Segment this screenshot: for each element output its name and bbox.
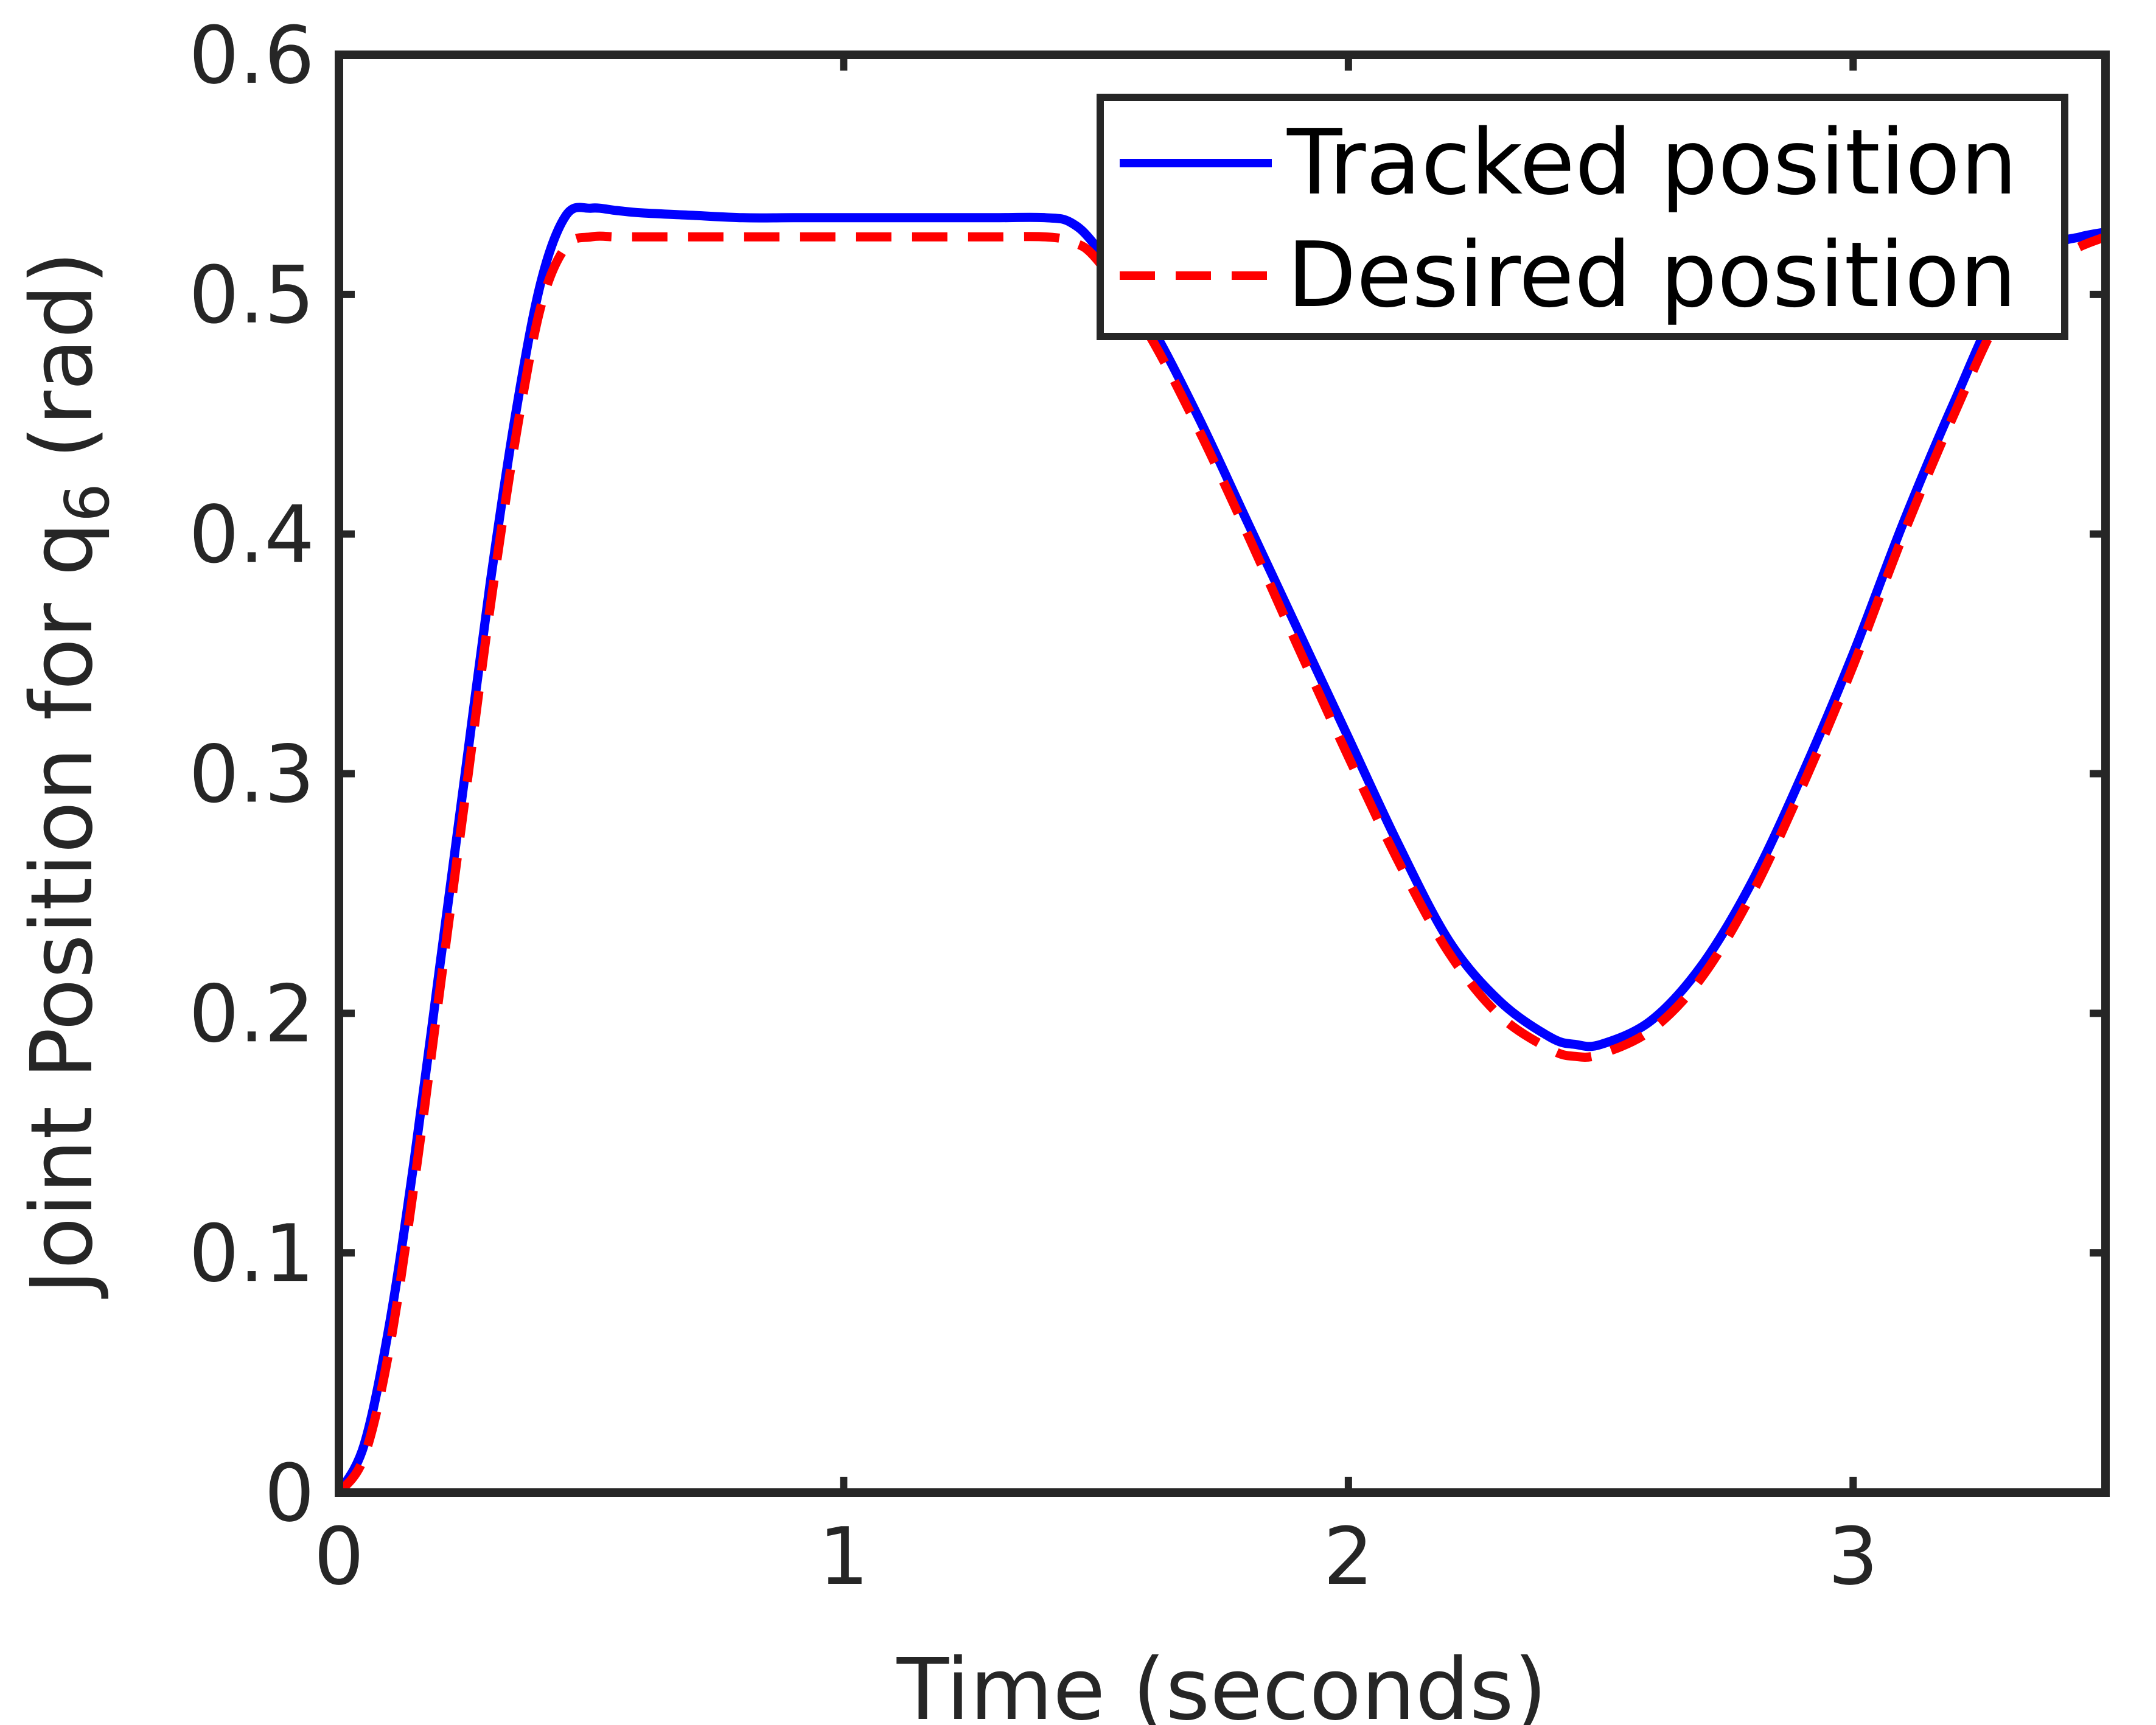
- y-tick-label: 0: [264, 1447, 315, 1539]
- y-tick-label: 0.2: [189, 967, 315, 1060]
- legend: Tracked position Desired position: [1097, 94, 2068, 340]
- legend-box: [1097, 94, 2068, 340]
- x-tick-label: 0: [314, 1510, 365, 1603]
- y-tick-label: 0.4: [189, 489, 315, 581]
- y-axis-label-unit: (rad): [13, 251, 112, 459]
- legend-label-desired: Desired position: [1287, 223, 2017, 327]
- y-tick-label: 0.5: [189, 249, 315, 341]
- x-tick-label: 1: [818, 1510, 869, 1603]
- ticks-layer: 0 1 2 3 0 0.1 0.2 0.3 0.4 0.5 0.6: [189, 9, 2105, 1603]
- y-tick-label: 0.1: [189, 1207, 315, 1300]
- legend-label-tracked: Tracked position: [1286, 110, 2017, 215]
- y-axis-label: Joint Position for q6 (rad): [13, 251, 123, 1300]
- y-tick-label: 0.3: [189, 728, 315, 821]
- x-tick-label: 2: [1323, 1510, 1373, 1603]
- y-axis-label-main: Joint Position for q: [13, 522, 112, 1299]
- x-axis-label: Time (seconds): [896, 1640, 1547, 1725]
- y-tick-label: 0.6: [189, 9, 315, 102]
- y-axis-label-subscript: 6: [52, 483, 123, 522]
- x-tick-label: 3: [1828, 1510, 1879, 1603]
